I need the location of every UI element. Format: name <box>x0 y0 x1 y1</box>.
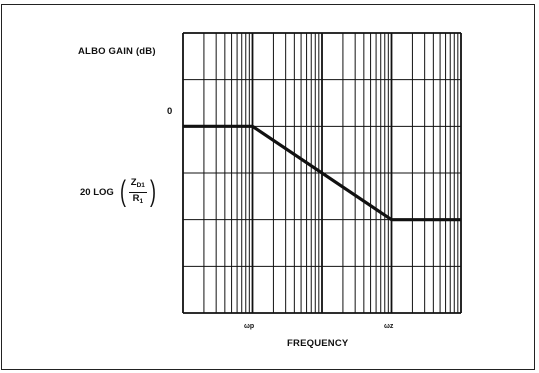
y-axis-label: ALBO GAIN (dB) <box>78 46 156 57</box>
figure-frame <box>1 4 535 370</box>
fraction-numerator: ZD1 <box>128 176 147 193</box>
right-paren: ) <box>149 175 156 208</box>
gain-curve <box>183 124 461 222</box>
fraction: ZD1 R1 <box>128 176 147 208</box>
numerator-subscript: D1 <box>136 181 145 189</box>
x-tick-omega-z: ωz <box>384 323 394 330</box>
denominator-subscript: 1 <box>139 197 144 205</box>
y-tick-log-prefix: 20 LOG <box>80 186 114 198</box>
y-tick-zero: 0 <box>167 106 173 117</box>
grid <box>182 32 462 314</box>
left-paren: ( <box>119 175 126 208</box>
x-axis-label: FREQUENCY <box>287 338 349 349</box>
gain-curve-line <box>183 124 461 222</box>
numerator-text: Z <box>130 176 137 188</box>
y-tick-log-ratio: 20 LOG ( ZD1 R1 ) <box>80 175 158 209</box>
denominator-text: R <box>132 192 140 204</box>
fraction-denominator: R1 <box>131 193 146 208</box>
x-tick-omega-p: ωp <box>244 323 255 330</box>
